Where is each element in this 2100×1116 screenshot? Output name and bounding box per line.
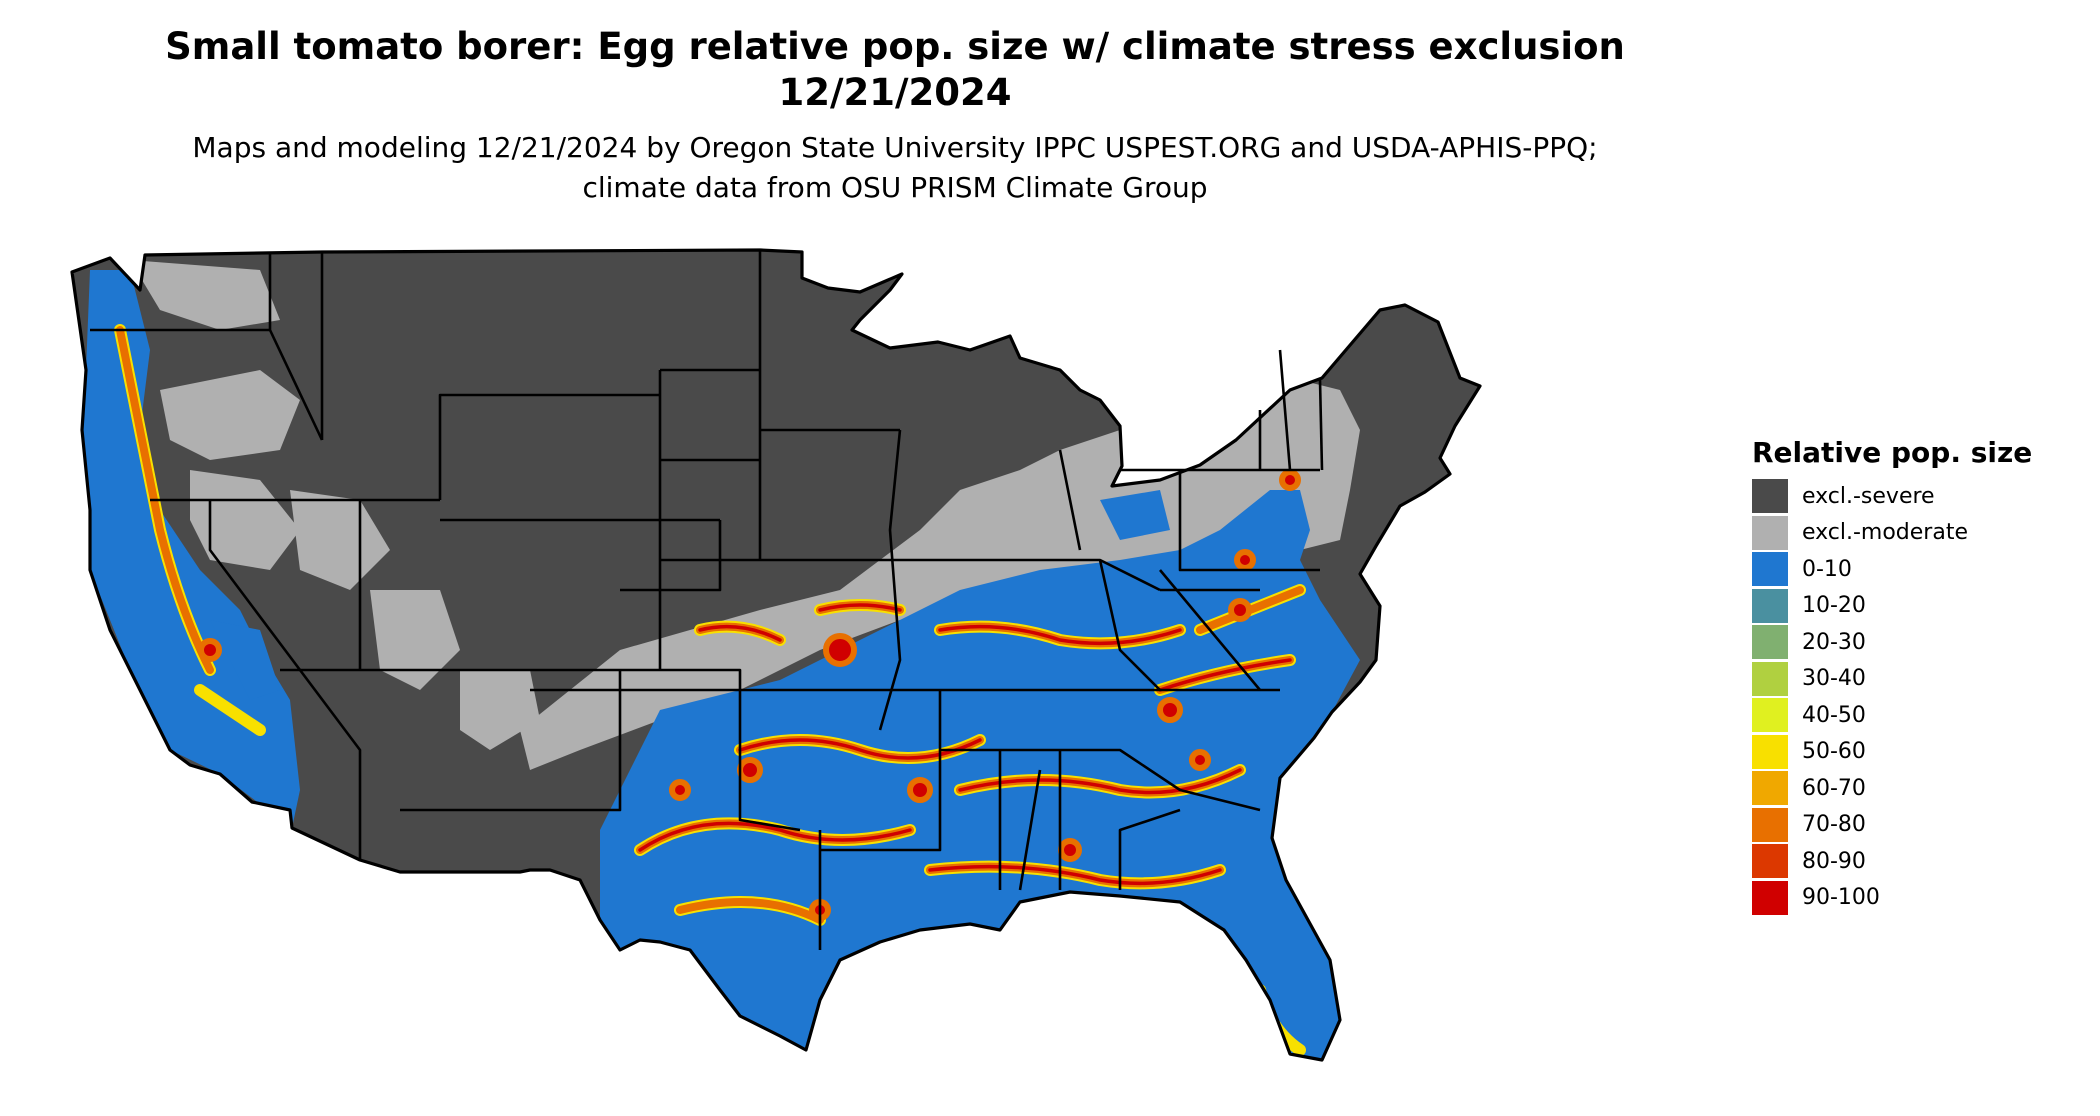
us-map-svg [70, 248, 1482, 1062]
hotspot-streaks [114, 324, 1306, 1056]
legend-swatch [1752, 880, 1788, 915]
legend-swatch [1752, 734, 1788, 769]
legend-swatch [1752, 844, 1788, 879]
legend-swatch [1752, 479, 1788, 514]
legend-label: 20-30 [1802, 629, 1866, 655]
legend: Relative pop. size excl.-severe excl.-mod… [1752, 434, 2082, 916]
legend-swatch [1752, 515, 1788, 550]
legend-item: 60-70 [1752, 770, 2082, 807]
legend-item: 30-40 [1752, 661, 2082, 698]
legend-title: Relative pop. size [1752, 436, 2033, 469]
legend-label: 90-100 [1802, 885, 1880, 911]
legend-item: 40-50 [1752, 697, 2082, 734]
legend-label: excl.-moderate [1802, 520, 1968, 546]
map-subtitle: Maps and modeling 12/21/2024 by Oregon S… [192, 131, 1598, 204]
legend-label: 80-90 [1802, 848, 1866, 874]
legend-label: 30-40 [1802, 666, 1866, 692]
us-map [60, 230, 1650, 1110]
legend-item: 10-20 [1752, 588, 2082, 625]
legend-swatch [1752, 698, 1788, 733]
legend-swatch [1752, 661, 1788, 696]
legend-swatch [1752, 588, 1788, 623]
legend-items: excl.-severe excl.-moderate 0-10 10-20 20-30… [1752, 478, 2082, 916]
legend-item: excl.-severe [1752, 478, 2082, 515]
state-borders [70, 248, 1482, 1062]
legend-label: excl.-severe [1802, 483, 1935, 509]
legend-label: 70-80 [1802, 812, 1866, 838]
legend-label: 40-50 [1802, 702, 1866, 728]
legend-label: 60-70 [1802, 775, 1866, 801]
legend-item: 50-60 [1752, 734, 2082, 771]
legend-item: 20-30 [1752, 624, 2082, 661]
legend-swatch [1752, 771, 1788, 806]
legend-swatch [1752, 552, 1788, 587]
legend-swatch [1752, 807, 1788, 842]
legend-item: 80-90 [1752, 843, 2082, 880]
legend-item: 70-80 [1752, 807, 2082, 844]
map-title: Small tomato borer: Egg relative pop. si… [165, 25, 1625, 114]
legend-item: 90-100 [1752, 880, 2082, 917]
legend-item: excl.-moderate [1752, 515, 2082, 552]
legend-item: 0-10 [1752, 551, 2082, 588]
legend-label: 0-10 [1802, 556, 1852, 582]
legend-swatch [1752, 625, 1788, 660]
legend-label: 10-20 [1802, 593, 1866, 619]
legend-label: 50-60 [1802, 739, 1866, 765]
